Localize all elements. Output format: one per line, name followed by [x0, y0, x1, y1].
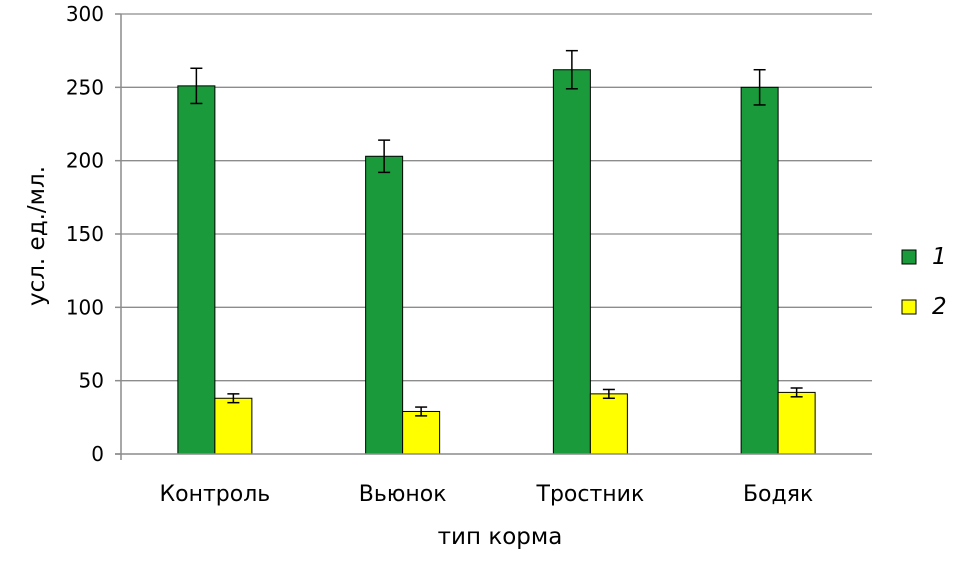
x-category-label: Бодяк	[743, 482, 813, 507]
bar-series-1	[552, 69, 591, 455]
legend-label: 2	[932, 294, 947, 320]
tick-labels: 0 50 100 150 200 250 300 Контроль Вьюнок Тростник…	[66, 2, 813, 507]
legend-swatch	[901, 299, 917, 315]
bar-series-1	[177, 85, 216, 455]
x-category-label: Тростник	[536, 482, 645, 507]
legend: 12	[901, 244, 947, 320]
axes	[115, 13, 872, 460]
y-tick-label: 0	[91, 442, 104, 466]
y-tick-label: 100	[66, 295, 104, 319]
x-category-label: Вьюнок	[359, 482, 447, 507]
legend-swatch	[901, 249, 917, 265]
bars	[177, 49, 816, 455]
y-tick-label: 300	[66, 2, 104, 26]
bar-series-2	[214, 397, 253, 455]
bar-series-2	[589, 393, 628, 455]
y-tick-label: 150	[66, 222, 104, 246]
y-tick-label: 50	[79, 369, 104, 393]
y-axis-title: усл. ед./мл.	[24, 166, 50, 306]
bar-series-1	[740, 86, 779, 455]
x-axis-title: тип корма	[438, 524, 563, 550]
y-tick-label: 250	[66, 75, 104, 99]
x-category-label: Контроль	[160, 482, 271, 507]
bar-series-2	[402, 410, 441, 455]
legend-label: 1	[932, 244, 947, 270]
bar-series-1	[365, 155, 404, 455]
y-tick-label: 200	[66, 149, 104, 173]
bar-series-2	[777, 391, 816, 455]
